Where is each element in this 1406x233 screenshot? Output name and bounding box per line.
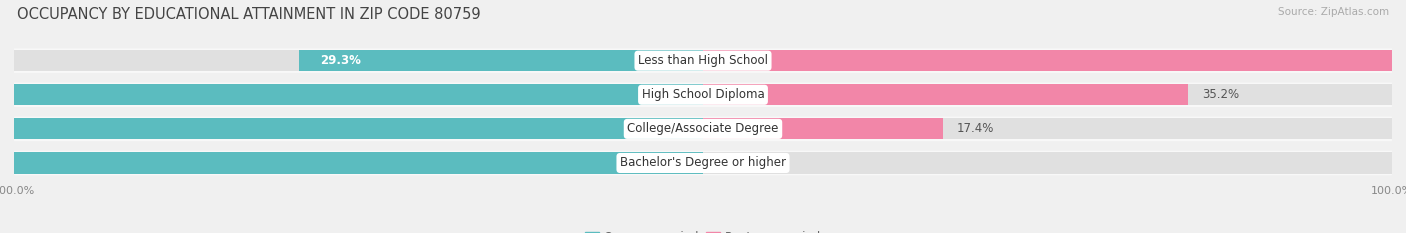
FancyBboxPatch shape bbox=[14, 82, 1392, 107]
Legend: Owner-occupied, Renter-occupied: Owner-occupied, Renter-occupied bbox=[579, 226, 827, 233]
Bar bbox=[703, 118, 1392, 140]
Text: OCCUPANCY BY EDUCATIONAL ATTAINMENT IN ZIP CODE 80759: OCCUPANCY BY EDUCATIONAL ATTAINMENT IN Z… bbox=[17, 7, 481, 22]
Bar bbox=[703, 84, 1392, 105]
Bar bbox=[703, 84, 1188, 105]
Bar bbox=[0, 152, 703, 174]
FancyBboxPatch shape bbox=[14, 151, 1392, 175]
Text: Less than High School: Less than High School bbox=[638, 54, 768, 67]
Bar bbox=[14, 118, 703, 140]
Text: 29.3%: 29.3% bbox=[321, 54, 361, 67]
Bar bbox=[703, 152, 1392, 174]
FancyBboxPatch shape bbox=[14, 116, 1392, 141]
Text: 0.0%: 0.0% bbox=[717, 157, 747, 169]
Bar bbox=[299, 50, 703, 71]
Bar bbox=[703, 118, 943, 140]
FancyBboxPatch shape bbox=[14, 48, 1392, 73]
Bar bbox=[0, 118, 703, 140]
Text: 17.4%: 17.4% bbox=[956, 122, 994, 135]
Text: 35.2%: 35.2% bbox=[1202, 88, 1239, 101]
Text: Bachelor's Degree or higher: Bachelor's Degree or higher bbox=[620, 157, 786, 169]
Bar bbox=[14, 84, 703, 105]
Bar bbox=[703, 50, 1392, 71]
Text: High School Diploma: High School Diploma bbox=[641, 88, 765, 101]
Bar bbox=[0, 84, 703, 105]
Bar bbox=[703, 50, 1406, 71]
Text: College/Associate Degree: College/Associate Degree bbox=[627, 122, 779, 135]
Text: Source: ZipAtlas.com: Source: ZipAtlas.com bbox=[1278, 7, 1389, 17]
Bar bbox=[14, 152, 703, 174]
Bar bbox=[14, 50, 703, 71]
